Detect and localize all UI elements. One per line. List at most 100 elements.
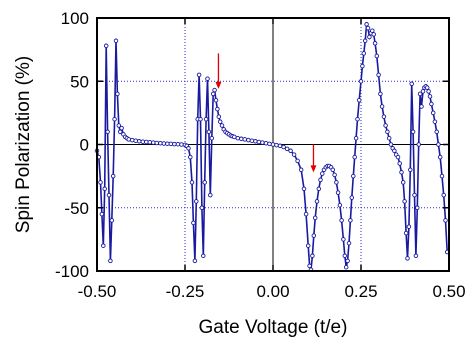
data-point [188,154,193,160]
data-point [129,137,135,143]
data-point [175,141,181,147]
data-point [417,91,423,97]
data-point [147,139,153,145]
annotation-arrows [215,53,317,173]
data-point [337,202,343,208]
data-point [277,143,283,149]
x-tick-label: -0.25 [166,282,205,301]
data-point [119,125,124,131]
data-point [383,123,388,128]
data-point [346,240,352,246]
data-point [332,172,337,178]
data-point [189,180,195,185]
data-point [253,139,258,144]
y-axis-title: Spin Polarization (%) [13,56,34,233]
data-point [136,139,142,144]
data-point [133,138,138,143]
data-point [374,53,380,59]
data-point [274,142,279,148]
data-point [105,129,110,135]
data-point [210,91,216,97]
data-point [267,141,272,147]
data-point [416,142,421,147]
red-arrow-head [310,165,317,173]
data-point [270,142,276,147]
data-point [362,38,368,44]
data-point [305,243,311,248]
data-point [330,167,336,173]
data-point [217,119,223,124]
data-point [353,135,359,141]
data-point [110,173,116,179]
y-tick-labels: -100 -50 0 50 100 [55,9,89,281]
data-point [358,79,364,84]
data-point [412,192,417,198]
data-point [208,192,213,198]
y-tick-label: -100 [55,262,89,281]
data-point [364,22,369,27]
data-point [408,167,413,173]
x-tick-label: 0.00 [256,282,289,301]
series-layer [94,22,450,272]
data-point [349,195,355,200]
data-point [98,180,103,185]
y-tick-label: 100 [61,9,89,28]
data-point [316,186,322,192]
data-point [406,224,412,229]
data-point [379,104,385,109]
data-point [246,137,251,143]
data-point [103,43,109,49]
data-point [403,230,409,236]
data-point [301,186,307,192]
data-point [341,237,346,242]
data-point [288,148,293,154]
data-point [426,89,431,94]
data-point [314,199,320,204]
data-point [413,253,419,259]
data-point [117,129,123,135]
data-point [109,218,115,223]
data-point [320,171,325,176]
data-point [154,140,160,146]
data-point [295,158,300,164]
data-point [303,211,309,217]
data-point [194,199,199,204]
data-point [112,116,117,122]
data-point [151,140,156,145]
data-point [260,140,265,145]
data-point [409,81,414,87]
data-point [219,123,225,128]
data-point [215,106,220,112]
data-point [310,253,315,259]
data-point [434,129,439,135]
data-point [179,142,184,147]
data-point [439,173,445,179]
data-point [202,180,207,185]
y-tick-label: 50 [70,72,89,91]
data-point [415,205,420,211]
data-point [370,28,375,33]
data-point [198,116,203,122]
data-point [388,142,394,147]
data-point [102,186,107,192]
data-point [436,142,441,147]
data-point [395,154,401,160]
data-point [212,87,217,93]
axis-ticks [96,17,450,272]
data-point [400,180,406,185]
data-point [441,192,446,198]
data-point [343,264,349,270]
data-point [348,218,353,223]
data-point [284,146,290,152]
data-point [410,129,416,135]
data-point [402,199,407,204]
data-point [367,34,372,40]
data-point [256,139,262,145]
data-point [361,51,367,56]
data-point [140,139,146,144]
red-arrow-head [215,81,222,89]
y-tick-label: -50 [64,199,89,218]
x-tick-label: 0.25 [344,282,377,301]
data-point [376,72,381,78]
